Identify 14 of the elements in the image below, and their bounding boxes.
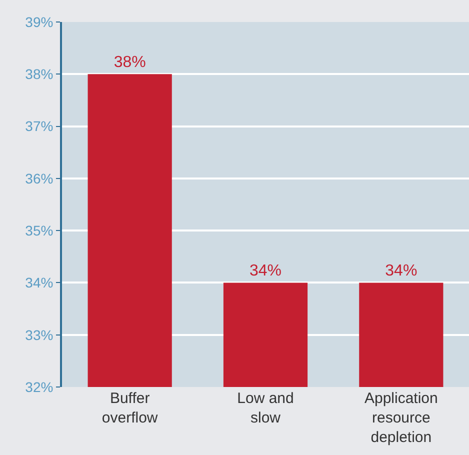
y-tick-label: 33% — [25, 326, 54, 343]
y-tick-label: 37% — [25, 118, 54, 134]
data-label: 34% — [385, 262, 418, 280]
x-tick-label: Application resource depletion — [364, 390, 438, 446]
y-tick-label: 34% — [25, 274, 54, 291]
y-tick-label: 35% — [25, 222, 54, 238]
y-tick-label: 38% — [25, 66, 54, 82]
y-tick-label: 32% — [25, 378, 54, 395]
data-label: 34% — [249, 262, 282, 280]
x-tick-label: Buffer overflow — [102, 390, 158, 426]
x-tick-label: Low and slow — [237, 390, 294, 426]
data-label: 38% — [114, 54, 146, 72]
y-tick-label: 39% — [25, 14, 54, 30]
y-tick-label: 36% — [25, 170, 54, 186]
